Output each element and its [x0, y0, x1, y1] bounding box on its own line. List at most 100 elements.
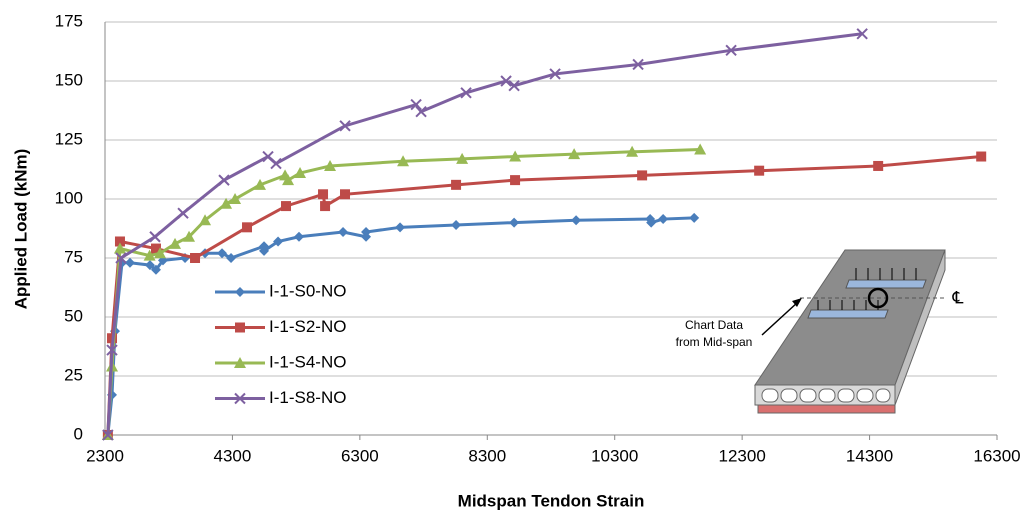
marker — [509, 150, 522, 162]
marker — [694, 143, 707, 155]
grid — [104, 21, 998, 440]
marker — [124, 257, 135, 268]
inset-diagram: Chart Data from Mid-span ℄ — [676, 249, 964, 414]
marker — [294, 167, 307, 179]
marker — [282, 174, 295, 186]
marker — [646, 217, 657, 228]
cores — [761, 388, 891, 403]
marker — [549, 68, 561, 80]
marker — [318, 189, 329, 200]
marker — [235, 287, 245, 297]
load-plate — [807, 309, 889, 319]
y-tick-label: 175 — [55, 11, 83, 30]
x-tick-label: 14300 — [846, 446, 893, 465]
marker — [149, 231, 161, 243]
marker — [340, 189, 351, 200]
series-line — [106, 216, 695, 436]
marker — [234, 357, 246, 368]
marker — [235, 322, 245, 333]
marker — [338, 227, 349, 238]
marker — [254, 178, 267, 190]
marker — [976, 151, 987, 162]
marker — [102, 429, 114, 441]
marker — [270, 157, 282, 170]
marker — [361, 227, 372, 238]
marker — [500, 75, 512, 87]
y-tick-label: 25 — [64, 365, 83, 384]
marker — [177, 207, 189, 219]
marker — [456, 152, 469, 164]
marker — [324, 159, 337, 171]
bearing-strip — [757, 404, 896, 414]
marker — [689, 212, 700, 223]
marker — [183, 230, 196, 242]
annotation: ℄ — [952, 288, 964, 307]
arrow-head — [792, 298, 802, 307]
marker — [217, 248, 228, 259]
legend-label: I-1-S2-NO — [269, 317, 346, 336]
x-tick-label: 6300 — [341, 446, 379, 465]
marker — [114, 236, 125, 247]
marker — [226, 253, 237, 263]
x-tick-label: 16300 — [973, 446, 1020, 465]
x-tick-label: 4300 — [214, 446, 252, 465]
marker — [873, 160, 884, 171]
y-tick-label: 50 — [64, 306, 83, 325]
marker — [281, 201, 292, 212]
marker — [508, 80, 520, 92]
series-line — [106, 147, 701, 436]
marker — [509, 217, 520, 228]
series-line — [106, 155, 982, 436]
marker — [113, 242, 126, 254]
marker — [106, 344, 118, 356]
marker — [199, 214, 212, 226]
marker — [725, 44, 737, 57]
marker — [626, 145, 639, 157]
marker — [220, 197, 233, 209]
y-tick-label: 100 — [55, 188, 83, 207]
annotation: Chart Data — [685, 318, 743, 332]
marker — [571, 215, 582, 226]
annotation: from Mid-span — [676, 335, 753, 349]
marker — [150, 243, 161, 254]
marker — [632, 58, 644, 71]
marker — [218, 174, 230, 186]
marker — [320, 201, 331, 212]
y-tick-label: 125 — [55, 129, 83, 148]
marker — [150, 264, 161, 275]
marker — [234, 392, 246, 405]
marker — [397, 155, 410, 167]
x-tick-label: 12300 — [719, 446, 766, 465]
marker — [339, 120, 351, 132]
marker — [144, 260, 155, 271]
slab-side — [894, 249, 946, 406]
marker — [259, 245, 270, 256]
y-tick-label: 75 — [64, 247, 83, 266]
marker — [415, 105, 427, 118]
marker — [190, 253, 201, 263]
x-tick-label: 2300 — [86, 446, 124, 465]
marker — [157, 255, 168, 266]
marker — [451, 179, 462, 190]
marker — [143, 249, 156, 261]
marker — [510, 175, 521, 186]
y-axis-label: Applied Load (kNm) — [11, 149, 30, 310]
marker — [273, 236, 284, 247]
load-plate — [845, 279, 927, 289]
marker — [395, 222, 406, 233]
marker — [229, 193, 242, 204]
series-line — [106, 32, 863, 436]
marker — [658, 214, 669, 225]
marker — [169, 237, 182, 249]
y-tick-label: 0 — [74, 424, 83, 443]
x-tick-label: 8300 — [468, 446, 506, 465]
marker — [294, 231, 305, 242]
marker — [242, 222, 253, 233]
marker — [154, 247, 167, 259]
legend-label: I-1-S0-NO — [269, 281, 346, 300]
marker — [856, 28, 868, 40]
load-arrows — [817, 268, 917, 310]
marker — [568, 148, 581, 160]
marker — [410, 98, 422, 111]
